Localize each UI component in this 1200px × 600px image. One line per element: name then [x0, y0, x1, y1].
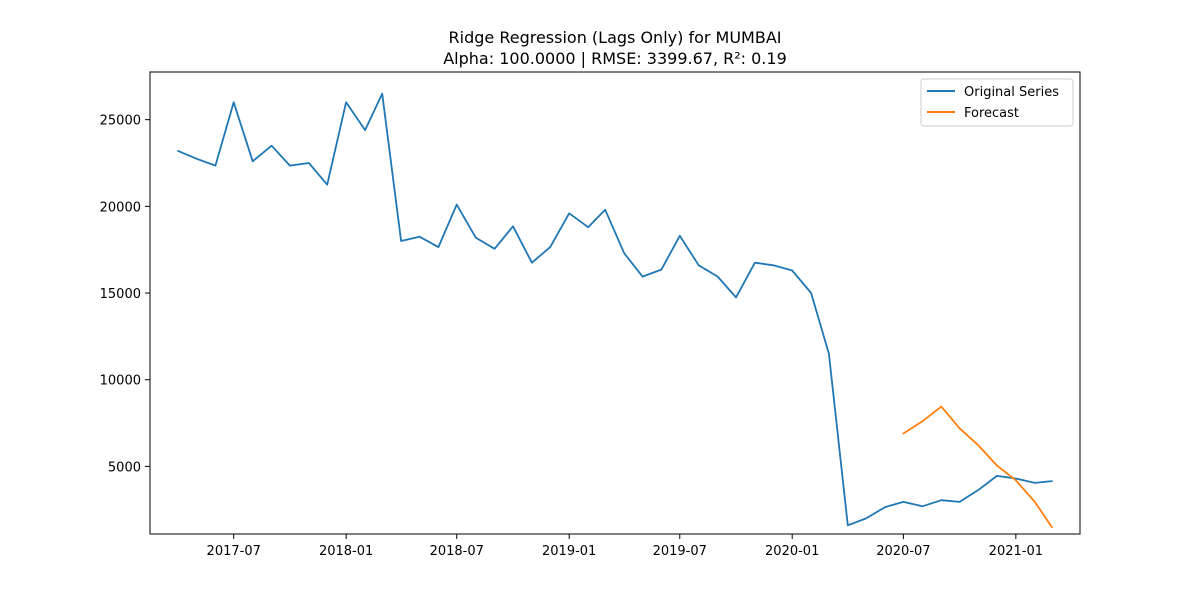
series-line-1 — [902, 405, 1053, 528]
chart-title: Ridge Regression (Lags Only) for MUMBAI — [449, 28, 782, 47]
x-tick-label-3: 2019-01 — [542, 544, 596, 559]
y-tick-label-4: 25000 — [100, 114, 141, 129]
legend-label-0: Original Series — [964, 85, 1059, 100]
x-tick-label-5: 2020-01 — [765, 544, 819, 559]
x-tick-label-7: 2021-01 — [989, 544, 1043, 559]
y-tick-label-0: 5000 — [108, 460, 141, 475]
y-tick-label-1: 10000 — [100, 374, 141, 389]
x-tick-label-6: 2020-07 — [876, 544, 930, 559]
x-tick-label-2: 2018-07 — [430, 544, 484, 559]
y-tick-label-2: 15000 — [100, 287, 141, 302]
series-line-0 — [177, 92, 1053, 527]
x-tick-label-4: 2019-07 — [653, 544, 707, 559]
x-tick-label-1: 2018-01 — [319, 544, 373, 559]
y-tick-label-3: 20000 — [100, 200, 141, 215]
chart-subtitle: Alpha: 100.0000 | RMSE: 3399.67, R²: 0.1… — [443, 49, 787, 68]
legend-box — [920, 78, 1074, 127]
legend-label-1: Forecast — [964, 106, 1019, 121]
x-tick-label-0: 2017-07 — [207, 544, 261, 559]
plot-frame — [149, 71, 1081, 535]
